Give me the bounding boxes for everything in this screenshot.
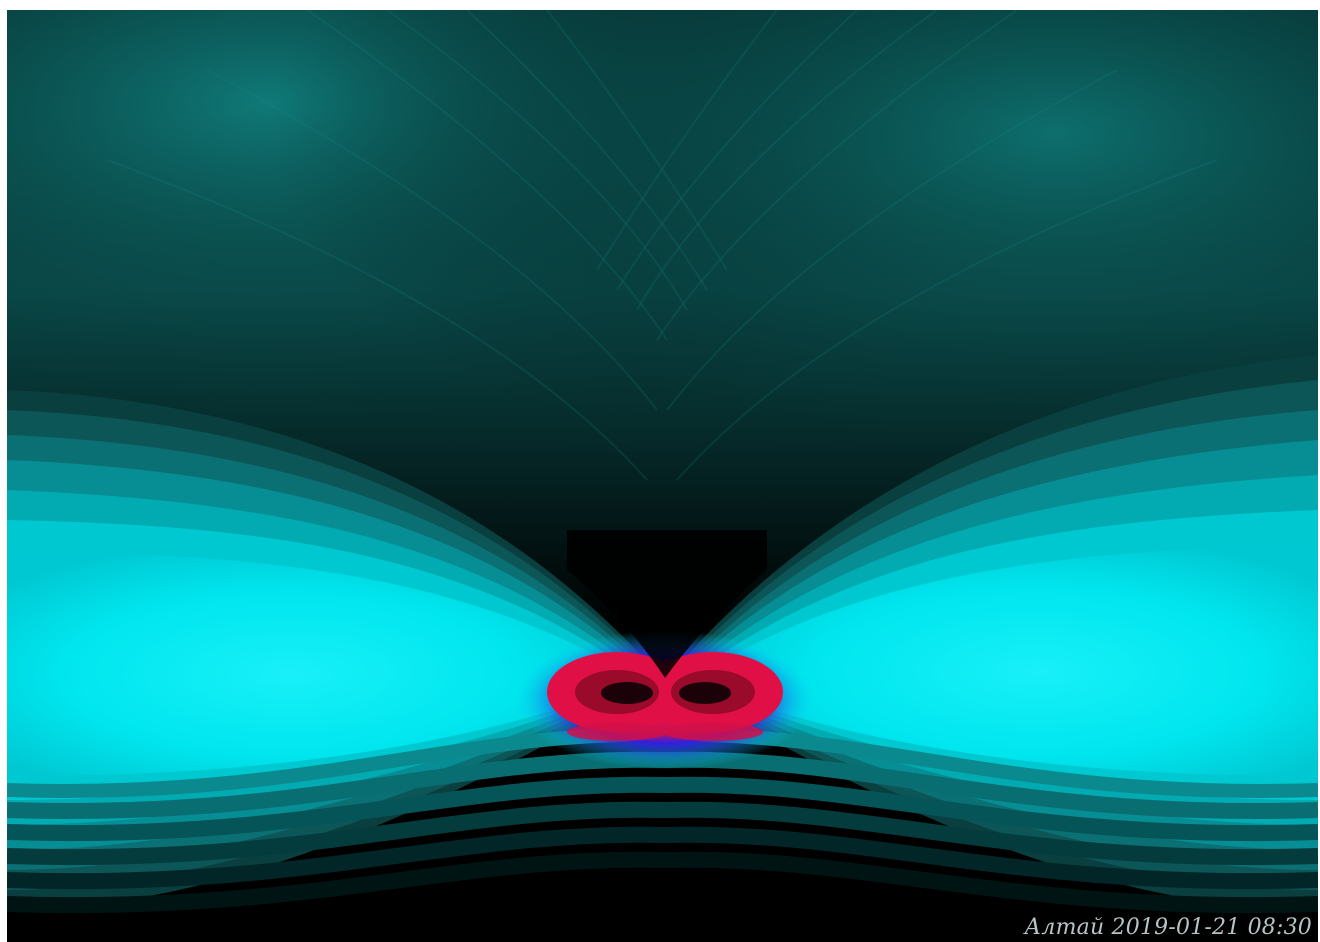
artist-signature: Алтай 2019-01-21 08:30 bbox=[1024, 915, 1312, 940]
fractal-artwork: Алтай 2019-01-21 08:30 bbox=[7, 10, 1318, 942]
left-wing bbox=[7, 390, 662, 910]
core-glow bbox=[515, 630, 815, 770]
fractal-image bbox=[7, 10, 1318, 942]
